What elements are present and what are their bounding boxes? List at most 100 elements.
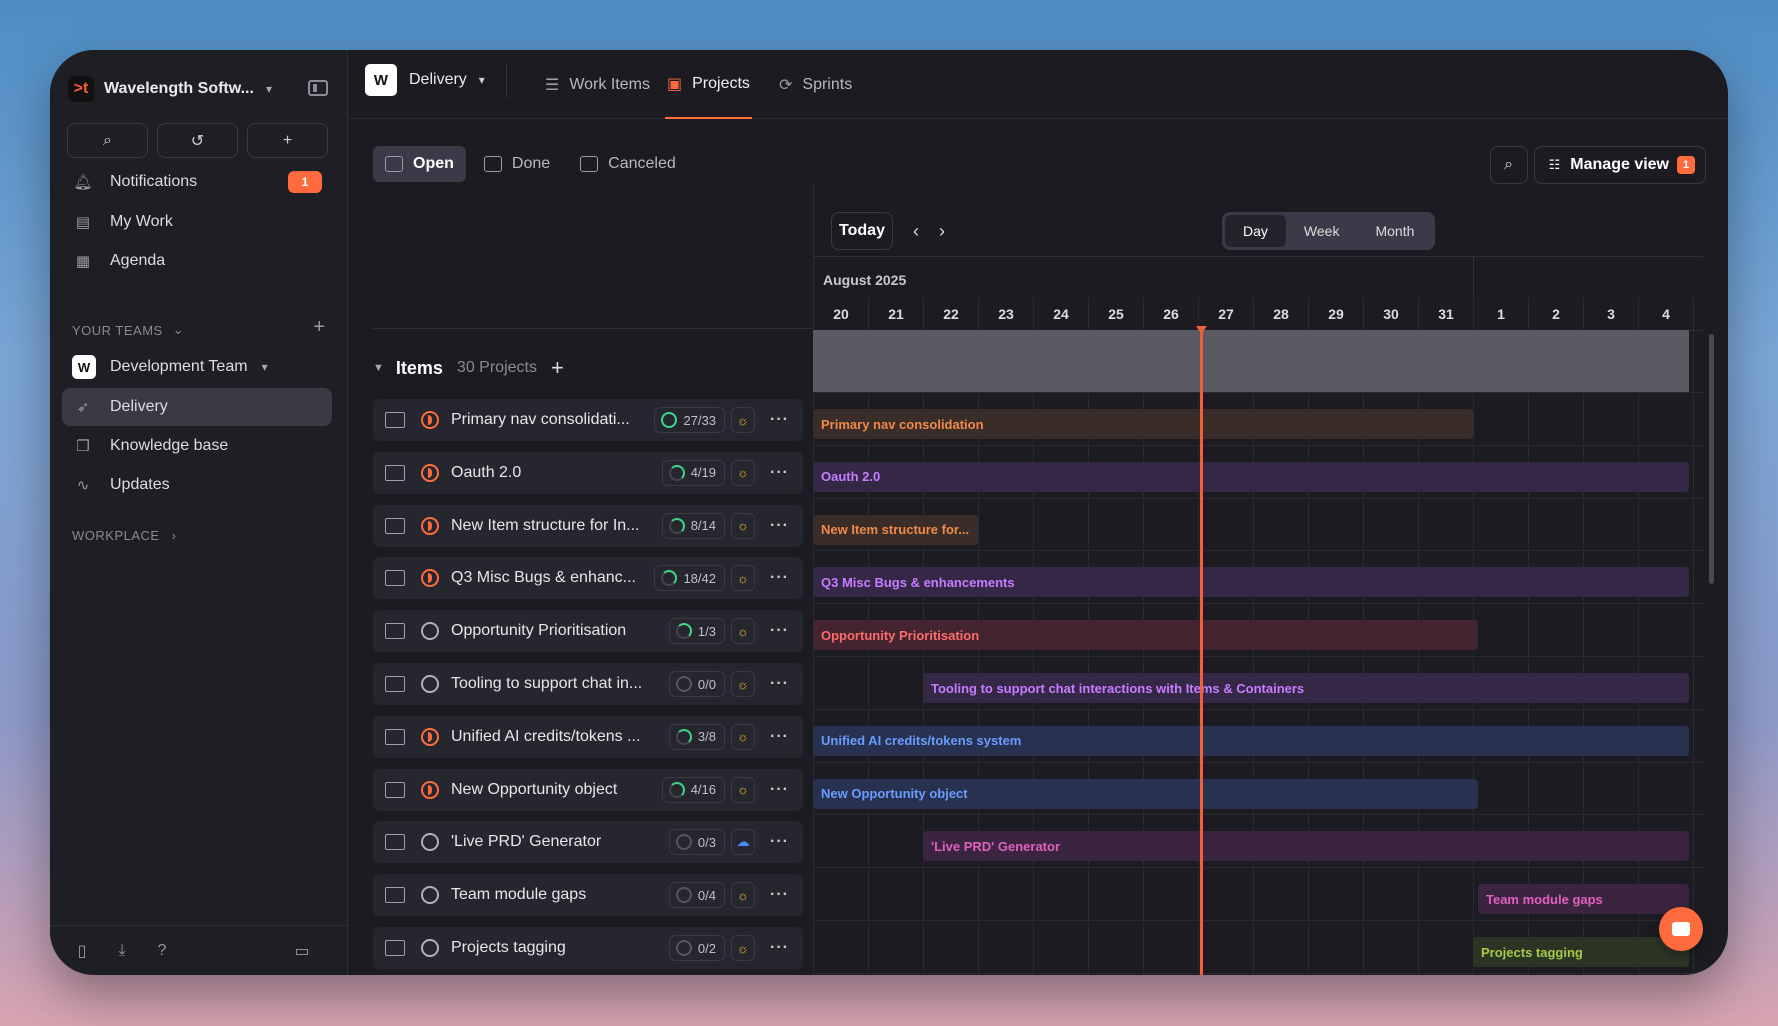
search-button[interactable]: ⌕ <box>1489 146 1528 184</box>
more-icon[interactable]: ··· <box>770 516 789 534</box>
tab-projects[interactable]: ▣ Projects <box>665 50 752 119</box>
your-teams-header[interactable]: YOUR TEAMS ⌄ <box>72 322 185 338</box>
create-button[interactable]: + <box>247 123 328 158</box>
desktop-icon[interactable]: ▭ <box>294 942 310 960</box>
sidebar-toggle-icon[interactable] <box>308 80 328 96</box>
add-item-icon[interactable]: + <box>550 355 564 380</box>
project-row[interactable]: New Item structure for In... 8/14 ☼ ··· <box>373 504 803 547</box>
timeline-bar[interactable]: Team module gaps <box>1478 884 1689 915</box>
rocket-icon: ➶ <box>76 399 90 416</box>
manage-view-badge: 1 <box>1677 156 1695 174</box>
status-icon[interactable] <box>421 833 439 852</box>
more-icon[interactable]: ··· <box>770 622 789 640</box>
project-switcher[interactable]: W Delivery ▾ <box>365 64 485 96</box>
scale-day[interactable]: Day <box>1225 215 1286 247</box>
more-icon[interactable]: ··· <box>770 886 789 904</box>
chevron-left-icon[interactable]: ‹ <box>913 220 919 241</box>
sidebar-item-agenda[interactable]: ▦ Agenda <box>62 242 332 280</box>
grid-line <box>1693 297 1694 975</box>
status-icon[interactable] <box>421 516 439 535</box>
sun-icon[interactable]: ☼ <box>731 512 755 539</box>
download-icon[interactable]: ⤓ <box>118 941 126 959</box>
search-button[interactable]: ⌕ <box>67 123 148 158</box>
more-icon[interactable]: ··· <box>770 939 789 956</box>
sidebar-item-delivery[interactable]: ➶ Delivery <box>62 388 332 426</box>
more-icon[interactable]: ··· <box>770 463 789 481</box>
book-icon[interactable]: ▯ <box>77 942 87 960</box>
status-icon[interactable] <box>421 939 439 957</box>
sidebar-item-my-work[interactable]: ▤ My Work <box>62 203 332 241</box>
collapse-icon[interactable]: ▼ <box>373 362 384 374</box>
sun-icon[interactable]: ☼ <box>731 776 755 803</box>
more-icon[interactable]: ··· <box>770 833 789 851</box>
tab-sprints[interactable]: ⟳ Sprints <box>779 75 853 94</box>
scale-week[interactable]: Week <box>1303 223 1340 239</box>
timeline-bar[interactable]: Unified AI credits/tokens system <box>813 725 1689 756</box>
sun-icon[interactable]: ☼ <box>731 618 755 645</box>
progress-badge: 1/3 <box>668 618 725 645</box>
sun-icon[interactable]: ☼ <box>731 565 755 592</box>
today-button[interactable]: Today <box>831 212 893 250</box>
status-icon[interactable] <box>421 622 439 641</box>
more-icon[interactable]: ··· <box>770 411 789 428</box>
timeline-bar[interactable]: Oauth 2.0 <box>813 461 1689 492</box>
history-button[interactable]: ↺ <box>157 123 238 158</box>
tab-work-items[interactable]: ☰ Work Items <box>545 75 650 94</box>
timeline-bar[interactable]: Primary nav consolidation <box>813 409 1473 439</box>
more-icon[interactable]: ··· <box>770 569 789 587</box>
sun-icon[interactable]: ☼ <box>731 407 755 433</box>
status-icon[interactable] <box>421 411 439 429</box>
timeline-bar[interactable]: Q3 Misc Bugs & enhancements <box>813 567 1689 598</box>
project-row[interactable]: Unified AI credits/tokens ... 3/8 ☼ ··· <box>373 715 803 758</box>
timeline-bar[interactable]: New Opportunity object <box>813 778 1478 809</box>
scrollbar[interactable] <box>1709 334 1714 584</box>
sidebar-item-updates[interactable]: ∿ Updates <box>62 466 332 504</box>
more-icon[interactable]: ··· <box>770 780 789 798</box>
status-icon[interactable] <box>421 780 439 799</box>
status-icon[interactable] <box>421 569 439 588</box>
filter-open[interactable]: Open <box>373 146 466 182</box>
sidebar-item-knowledge-base[interactable]: ❐ Knowledge base <box>62 427 332 465</box>
chevron-right-icon[interactable]: › <box>939 220 945 241</box>
status-icon[interactable] <box>421 886 439 905</box>
project-row[interactable]: Projects tagging 0/2 ☼ ··· <box>373 927 803 969</box>
sun-icon[interactable]: ☼ <box>731 671 755 697</box>
workplace-header[interactable]: WORKPLACE › <box>72 528 177 543</box>
help-icon[interactable]: ? <box>157 941 167 959</box>
sun-icon[interactable]: ☼ <box>731 935 755 961</box>
workspace-switcher[interactable]: >t Wavelength Softw... ▾ <box>68 72 328 106</box>
sun-icon[interactable]: ☼ <box>731 882 755 909</box>
project-row[interactable]: New Opportunity object 4/16 ☼ ··· <box>373 768 803 811</box>
status-icon[interactable] <box>421 463 439 482</box>
folder-icon <box>385 623 405 640</box>
timeline-bar[interactable]: New Item structure for... <box>813 514 978 545</box>
project-row[interactable]: Q3 Misc Bugs & enhanc... 18/42 ☼ ··· <box>373 557 803 600</box>
project-row[interactable]: Opportunity Prioritisation 1/3 ☼ ··· <box>373 610 803 653</box>
sidebar-item-notifications[interactable]: 🔔︎ Notifications 1 <box>62 163 332 201</box>
cloud-icon[interactable]: ☁ <box>731 829 755 856</box>
timeline-bar[interactable]: Tooling to support chat interactions wit… <box>923 673 1689 703</box>
scale-month[interactable]: Month <box>1375 223 1415 239</box>
chat-button[interactable] <box>1659 907 1703 951</box>
project-row[interactable]: Oauth 2.0 4/19 ☼ ··· <box>373 451 803 494</box>
more-icon[interactable]: ··· <box>770 727 789 745</box>
timeline-bar[interactable]: Projects tagging <box>1473 937 1689 967</box>
team-development[interactable]: W Development Team ▾ <box>62 348 332 386</box>
manage-view-button[interactable]: ☷ Manage view 1 <box>1533 146 1706 184</box>
add-team-icon[interactable]: + <box>313 316 325 338</box>
sun-icon[interactable]: ☼ <box>731 459 755 486</box>
sun-icon[interactable]: ☼ <box>731 723 755 750</box>
search-icon: ⌕ <box>103 131 112 149</box>
filter-canceled[interactable]: Canceled <box>568 146 688 182</box>
project-row[interactable]: Team module gaps 0/4 ☼ ··· <box>373 874 803 917</box>
timeline-bar[interactable]: Opportunity Prioritisation <box>813 620 1478 651</box>
project-row[interactable]: Primary nav consolidati... 27/33 ☼ ··· <box>373 399 803 441</box>
project-row[interactable]: 'Live PRD' Generator 0/3 ☁ ··· <box>373 821 803 864</box>
more-icon[interactable]: ··· <box>770 675 789 692</box>
timeline-bar[interactable]: 'Live PRD' Generator <box>923 831 1689 862</box>
project-row[interactable]: Tooling to support chat in... 0/0 ☼ ··· <box>373 663 803 705</box>
folder-icon <box>385 728 405 745</box>
status-icon[interactable] <box>421 675 439 693</box>
status-icon[interactable] <box>421 727 439 746</box>
filter-done[interactable]: Done <box>472 146 562 182</box>
